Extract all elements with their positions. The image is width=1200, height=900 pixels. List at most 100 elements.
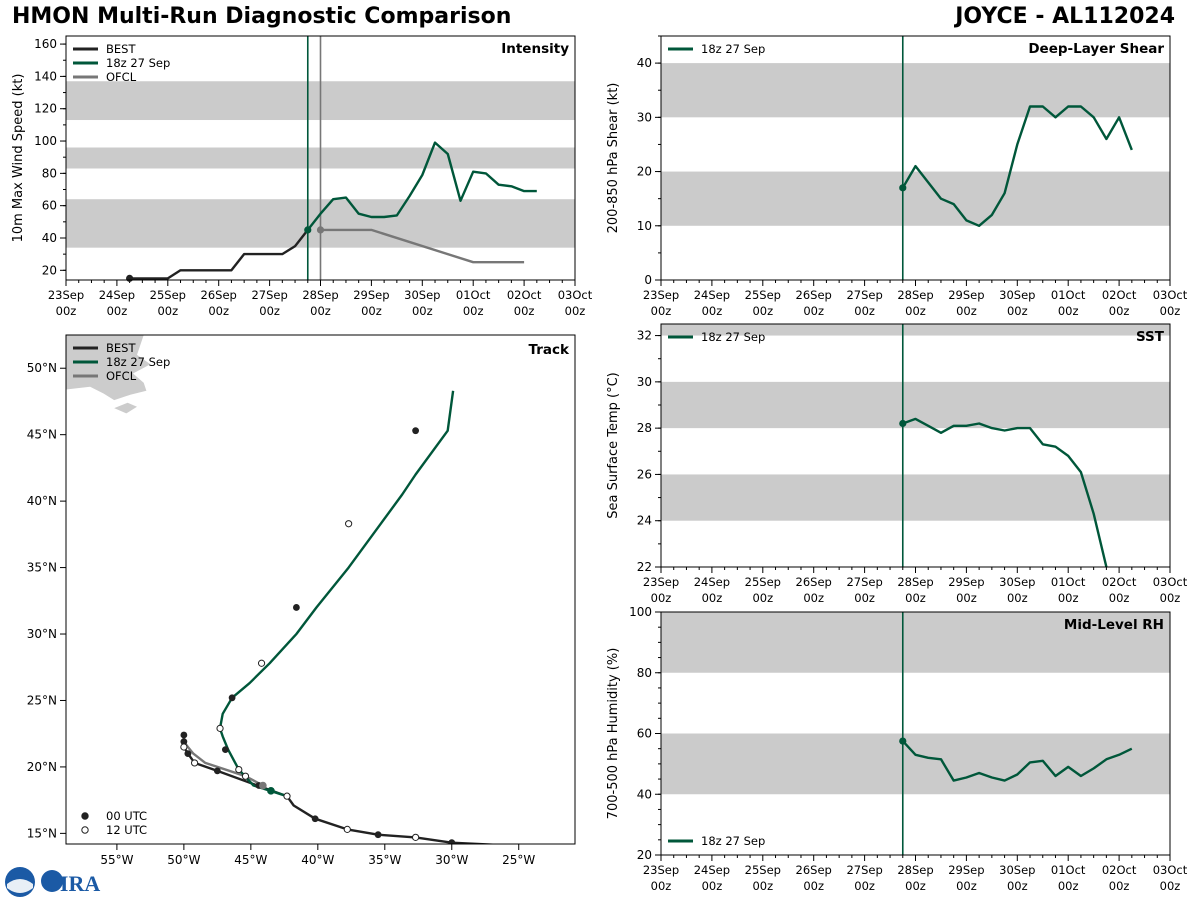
x-tick-hour: 00z [854, 879, 875, 893]
lat-tick-label: 35°N [27, 561, 57, 575]
legend-label: BEST [106, 42, 136, 56]
x-tick-hour: 00z [905, 304, 926, 318]
x-tick-label: 02Oct [507, 288, 542, 302]
x-tick-label: 26Sep [796, 575, 832, 589]
x-tick-hour: 00z [310, 304, 331, 318]
x-tick-label: 27Sep [846, 575, 882, 589]
lat-tick-label: 30°N [27, 627, 57, 641]
x-tick-hour: 00z [107, 304, 128, 318]
y-tick-label: 30 [637, 110, 652, 124]
x-tick-label: 23Sep [643, 575, 679, 589]
x-tick-label: 01Oct [1051, 288, 1086, 302]
plot-frame [660, 323, 1171, 568]
x-tick-label: 26Sep [201, 288, 237, 302]
x-tick-hour: 00z [1160, 879, 1181, 893]
y-axis-label: 200-850 hPa Shear (kt) [606, 83, 621, 234]
marker-00utc [292, 604, 300, 611]
x-tick-label: 23Sep [48, 288, 84, 302]
marker-00utc [228, 694, 236, 702]
panel-title: Intensity [501, 41, 569, 57]
x-tick-label: 24Sep [694, 288, 730, 302]
legend-label: 18z 27 Sep [701, 42, 765, 56]
x-tick-hour: 00z [651, 591, 672, 605]
globe-icon [41, 870, 63, 892]
marker-00utc [311, 815, 319, 823]
marker-legend-label: 00 UTC [106, 809, 147, 823]
series-start-point [316, 226, 325, 234]
marker-legend-symbol [81, 812, 89, 820]
x-tick-hour: 00z [1007, 304, 1028, 318]
x-tick-hour: 00z [1109, 879, 1130, 893]
marker-12utc [343, 825, 351, 833]
x-tick-hour: 00z [651, 879, 672, 893]
legend-label: 18z 27 Sep [106, 56, 170, 70]
x-tick-label: 03Oct [558, 288, 593, 302]
marker-00utc [213, 767, 221, 775]
cira-logo: CIRA [5, 867, 100, 897]
x-tick-label: 24Sep [694, 575, 730, 589]
x-tick-hour: 00z [412, 304, 433, 318]
series-line-18z-27-sep [901, 105, 1133, 228]
shaded-band [661, 381, 1170, 429]
x-tick-label: 24Sep [694, 863, 730, 877]
x-tick-label: 02Oct [1102, 863, 1137, 877]
marker-ofcl-start [259, 781, 267, 790]
x-tick-label: 29Sep [948, 575, 984, 589]
marker-legend-label: 12 UTC [106, 823, 147, 837]
shaded-band [661, 733, 1170, 795]
series-line-18z-27-sep [306, 141, 537, 231]
y-tick-label: 26 [637, 467, 652, 481]
lon-tick-label: 30°W [435, 853, 468, 867]
lon-tick-label: 50°W [167, 853, 200, 867]
x-tick-hour: 00z [702, 591, 723, 605]
x-tick-label: 23Sep [643, 863, 679, 877]
panel-title: SST [1136, 329, 1165, 345]
x-tick-label: 28Sep [302, 288, 338, 302]
y-tick-label: 20 [637, 848, 652, 862]
lon-tick-label: 45°W [234, 853, 267, 867]
x-tick-label: 01Oct [1051, 575, 1086, 589]
intensity-panel: 20 40 60 80 100 120 140 160 10m Max Wind Speed (… [11, 35, 593, 318]
lon-tick-label: 25°W [502, 853, 535, 867]
marker-run-start [267, 787, 275, 795]
x-tick-hour: 00z [956, 591, 977, 605]
x-tick-label: 26Sep [796, 863, 832, 877]
x-tick-label: 23Sep [643, 288, 679, 302]
lon-tick-label: 35°W [368, 853, 401, 867]
x-tick-hour: 00z [854, 591, 875, 605]
legend-label: 18z 27 Sep [701, 834, 765, 848]
rh-panel: 20 40 60 80 100 700-500 hPa Humidity (%) 23Sep… [606, 605, 1188, 893]
track-panel: 55°W 50°W 45°W 40°W 35°W 30°W 25°W 15°N 20°N 25°N… [27, 334, 576, 867]
marker-12utc [190, 759, 199, 767]
x-tick-label: 29Sep [948, 288, 984, 302]
lat-tick-label: 50°N [27, 361, 57, 375]
marker-legend-symbol [81, 826, 89, 834]
y-tick-label: 0 [644, 273, 652, 287]
x-tick-hour: 00z [956, 304, 977, 318]
y-tick-label: 60 [637, 727, 652, 741]
x-tick-hour: 00z [463, 304, 484, 318]
page-title: HMON Multi-Run Diagnostic Comparison [12, 4, 512, 29]
plot-frame [65, 334, 576, 845]
y-tick-label: 120 [34, 102, 57, 116]
y-tick-label: 30 [637, 375, 652, 389]
marker-00utc [180, 738, 188, 746]
legend-label: 18z 27 Sep [106, 355, 170, 369]
x-tick-hour: 00z [905, 591, 926, 605]
x-tick-hour: 00z [752, 304, 773, 318]
marker-12utc [235, 765, 243, 774]
x-tick-label: 27Sep [846, 288, 882, 302]
x-tick-label: 25Sep [745, 863, 781, 877]
x-tick-label: 27Sep [251, 288, 287, 302]
y-tick-label: 40 [637, 787, 652, 801]
x-tick-hour: 00z [702, 304, 723, 318]
x-tick-label: 28Sep [897, 575, 933, 589]
series-line-18z-27-sep [901, 740, 1133, 782]
x-tick-hour: 00z [1007, 879, 1028, 893]
logo-text: CIRA [44, 871, 100, 896]
x-tick-hour: 00z [752, 591, 773, 605]
y-axis-label: 10m Max Wind Speed (kt) [11, 74, 26, 243]
y-tick-label: 24 [637, 514, 652, 528]
x-tick-hour: 00z [752, 879, 773, 893]
